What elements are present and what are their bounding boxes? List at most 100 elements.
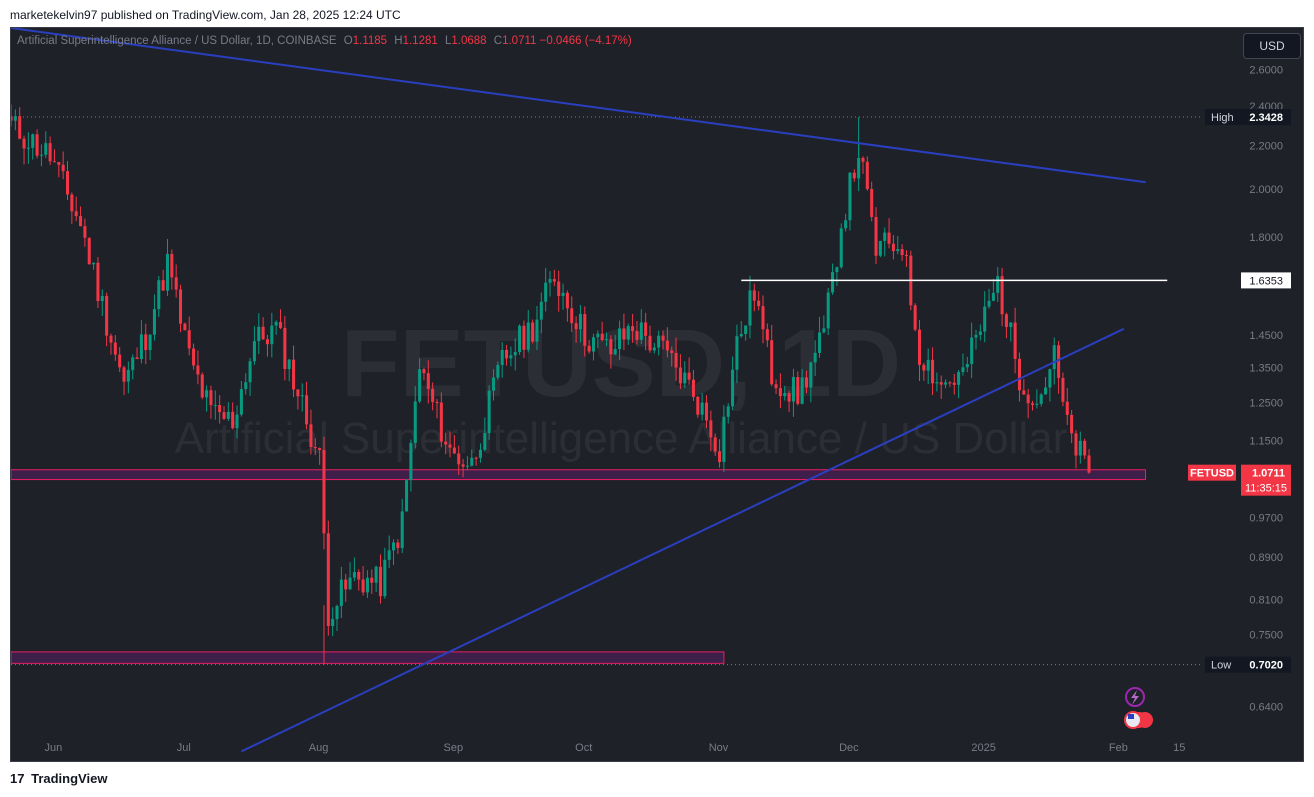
trendline (11, 28, 1146, 184)
price-axis: 0.6400 0.7500 0.8100 0.8900 0.9700 1.1500 1.25… (1188, 65, 1291, 714)
candle-body (1065, 401, 1069, 415)
candle-body (813, 352, 817, 363)
time-axis: Jun Jul Aug Sep Oct Nov Dec 2025 Feb 15 (45, 742, 1186, 754)
candle-body (105, 295, 109, 336)
candle-body (831, 272, 835, 293)
candle-body (970, 337, 974, 365)
candle-body (70, 194, 74, 212)
trendline (240, 327, 1125, 753)
zones (11, 469, 1147, 664)
price-chart[interactable]: FETUSD, 1D Artificial Superintelligence … (11, 28, 1303, 761)
candle-body (444, 441, 448, 445)
candle-body (200, 374, 204, 398)
candle-body (691, 379, 695, 397)
time-tick-label: Feb (1109, 742, 1128, 754)
candle-body (148, 334, 152, 350)
tradingview-logo[interactable]: 17 TradingView (10, 771, 107, 786)
candle-body (739, 333, 743, 337)
candle-body (318, 448, 322, 451)
candle-body (670, 350, 674, 353)
candle-body (648, 335, 652, 351)
candle-body (196, 365, 200, 375)
candle-body (731, 369, 735, 407)
candle-body (844, 220, 848, 229)
candle-body (983, 306, 987, 332)
candle-body (48, 143, 52, 162)
publisher-line: marketekelvin97 published on TradingView… (10, 8, 401, 22)
candle-body (65, 171, 70, 195)
candle-body (126, 369, 130, 382)
candle-body (292, 359, 296, 390)
candle-body (183, 323, 187, 331)
candle-body (548, 279, 552, 283)
candle-body (418, 369, 422, 402)
ohlc-legend: Artificial Superintelligence Alliance / … (17, 35, 632, 47)
candle-body (870, 189, 874, 217)
candle-body (422, 369, 426, 374)
candle-body (122, 367, 126, 382)
candle-body (987, 300, 991, 307)
currency-button[interactable]: USD (1243, 33, 1301, 59)
candle-body (157, 280, 161, 310)
candle-body (31, 134, 35, 148)
candle-body (339, 579, 343, 606)
legend-high: 1.1281 (402, 35, 438, 47)
extreme-tag-label: Low (1211, 660, 1231, 672)
candle-body (309, 424, 313, 448)
candle-body (487, 390, 491, 434)
candle-body (544, 282, 548, 302)
candle-body (118, 354, 122, 368)
candle-body (874, 216, 878, 256)
candle-body (509, 355, 513, 359)
candle-body (144, 334, 148, 350)
candle-body (383, 559, 387, 597)
candle-body (505, 349, 509, 359)
time-tick-label: Aug (309, 742, 329, 754)
candle-body (809, 362, 813, 388)
candle-body (735, 336, 739, 370)
candle-body (439, 402, 443, 442)
candle-body (957, 372, 961, 385)
candle-body (174, 277, 178, 290)
candle-body (248, 361, 252, 383)
candle-body (478, 449, 482, 458)
candle-body (244, 382, 248, 390)
legend-open: 1.1185 (352, 35, 388, 47)
candle-body (939, 382, 943, 385)
candle-body (513, 352, 517, 356)
countdown-timer: 11:35:15 (1245, 483, 1287, 495)
time-tick-label: 15 (1173, 742, 1185, 754)
lightning-glyph (1131, 690, 1139, 705)
candle-body (374, 566, 378, 583)
candle-body (452, 447, 456, 454)
tradingview-logo-icon: 17 (10, 771, 25, 786)
candle-body (300, 395, 304, 397)
chart-panel[interactable]: FETUSD, 1D Artificial Superintelligence … (10, 27, 1304, 762)
candle-body (618, 328, 622, 350)
candle-body (1044, 387, 1048, 395)
drawings (11, 28, 1168, 753)
candle-body (726, 406, 730, 417)
candle-body (1052, 345, 1056, 370)
candle-body (965, 364, 969, 368)
tradingview-logo-text: TradingView (31, 771, 108, 786)
candles (11, 104, 1091, 665)
candle-body (952, 382, 956, 385)
candle-body (344, 579, 348, 590)
candle-body (539, 301, 543, 320)
candle-body (139, 334, 143, 360)
candle-body (596, 333, 600, 338)
candle-body (565, 292, 569, 309)
symbol-tag-bg (1188, 464, 1236, 481)
candle-body (878, 240, 882, 256)
candle-body (978, 331, 982, 335)
candle-body (83, 226, 87, 238)
candle-body (665, 340, 669, 351)
level-tag-value: 1.6353 (1249, 275, 1283, 287)
candle-body (826, 292, 830, 329)
candle-body (113, 342, 117, 355)
us-flag-canton (1128, 714, 1134, 719)
legend-change: −0.0466 (−4.17%) (539, 35, 632, 47)
candle-body (274, 321, 278, 326)
candle-body (331, 619, 335, 626)
